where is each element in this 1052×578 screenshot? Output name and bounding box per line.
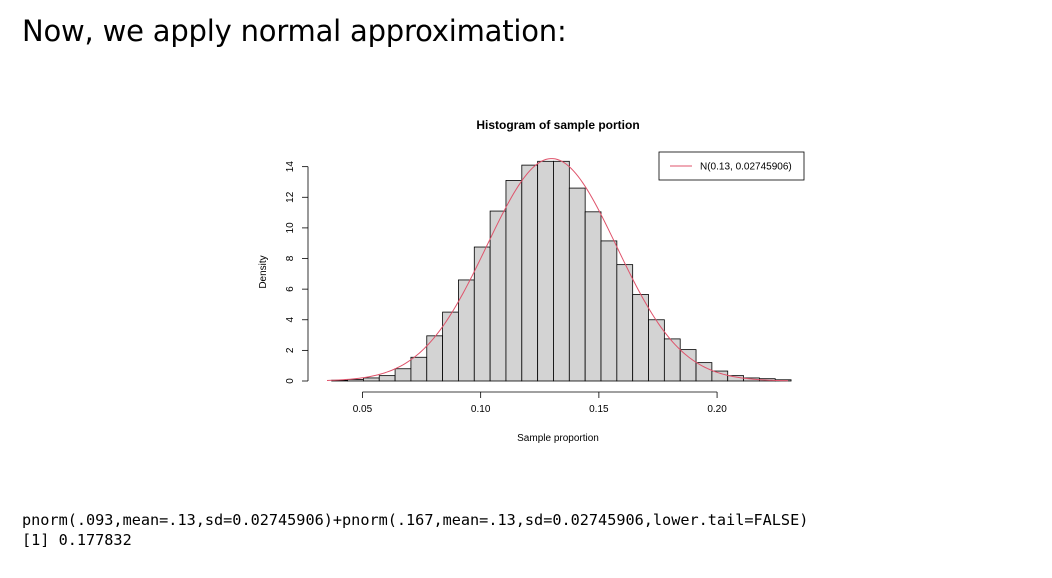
r-output: [1] 0.177832 — [22, 531, 132, 549]
histogram-chart: Histogram of sample portion 0.05 0.10 0.15… — [258, 118, 805, 444]
x-axis: 0.05 0.10 0.15 0.20 — [353, 391, 727, 415]
legend-label: N(0.13, 0.02745906) — [700, 162, 792, 173]
histogram-bars — [331, 160, 792, 382]
y-tick-label: 12 — [285, 191, 296, 203]
x-axis-title: Sample proportion — [517, 433, 599, 444]
y-tick-label: 4 — [285, 317, 296, 323]
y-tick-label: 0 — [285, 378, 296, 384]
x-tick-label: 0.10 — [471, 404, 491, 415]
x-tick-label: 0.20 — [707, 404, 727, 415]
histogram-bar — [426, 335, 444, 382]
x-tick-label: 0.15 — [589, 404, 609, 415]
histogram-bar — [394, 368, 412, 382]
histogram-bar — [600, 240, 618, 382]
y-tick-label: 10 — [285, 222, 296, 234]
histogram-bar — [663, 338, 681, 382]
histogram-bar — [378, 375, 396, 382]
histogram-bar — [521, 164, 539, 382]
histogram-bar — [505, 180, 523, 382]
histogram-bar — [695, 362, 713, 382]
histogram-bar — [711, 370, 729, 382]
chart-title: Histogram of sample portion — [476, 118, 639, 132]
chart-legend: N(0.13, 0.02745906) — [658, 151, 805, 181]
x-tick-label: 0.05 — [353, 404, 373, 415]
y-tick-label: 14 — [285, 161, 296, 173]
histogram-bar — [568, 187, 586, 382]
histogram-bar — [410, 356, 428, 382]
y-tick-label: 6 — [285, 286, 296, 292]
y-tick-label: 2 — [285, 347, 296, 353]
r-command: pnorm(.093,mean=.13,sd=0.02745906)+pnorm… — [22, 511, 809, 529]
r-console: pnorm(.093,mean=.13,sd=0.02745906)+pnorm… — [22, 510, 808, 550]
histogram-bar — [584, 211, 602, 382]
histogram-bar — [553, 160, 570, 382]
slide-heading: Now, we apply normal approximation: — [22, 14, 567, 48]
y-axis-title: Density — [258, 255, 269, 288]
y-axis: 0 2 4 6 8 10 12 14 — [285, 161, 309, 384]
y-tick-label: 8 — [285, 255, 296, 261]
normal-density-curve — [326, 158, 789, 382]
histogram-bar — [537, 160, 554, 382]
histogram-bar — [489, 210, 507, 382]
histogram-bar — [458, 279, 475, 382]
histogram-bar — [363, 377, 380, 382]
normal-curve-layer — [326, 158, 789, 382]
histogram-bar — [616, 264, 634, 382]
histogram-bar — [679, 349, 697, 382]
histogram-bar — [632, 294, 649, 382]
